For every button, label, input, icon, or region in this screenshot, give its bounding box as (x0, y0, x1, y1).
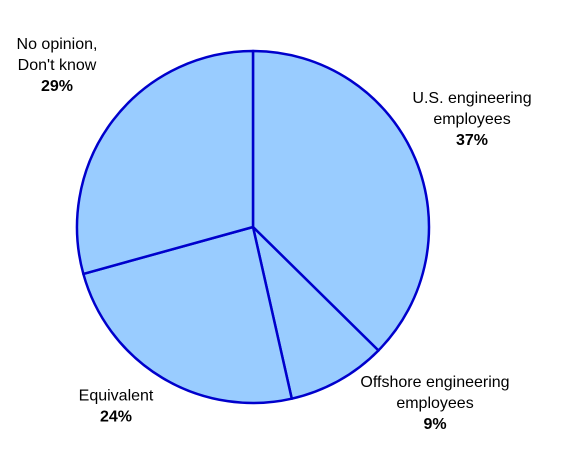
pie-slice-1 (251, 49, 431, 352)
slice-value-label-1: 37% (456, 132, 488, 149)
pie-slice-2 (251, 225, 380, 400)
pie-labels: U.S. engineering employees 37% Offshore eng… (17, 36, 532, 433)
slice-value-label-2: 9% (423, 416, 446, 433)
slice-label-3-line-1: Equivalent (79, 388, 154, 405)
pie-slice-4 (75, 49, 255, 276)
slice-label-2-line-1: Offshore engineering (360, 374, 509, 391)
slice-value-label-3: 24% (100, 409, 132, 426)
slice-label-4-line-2: Don't know (18, 57, 97, 74)
slice-label-2-line-2: employees (396, 395, 473, 412)
slice-label-1-line-2: employees (433, 111, 510, 128)
pie-slice-3 (82, 225, 294, 405)
pie-slices (75, 49, 431, 405)
slice-label-1-line-1: U.S. engineering (412, 90, 531, 107)
slice-label-4-line-1: No opinion, (17, 36, 98, 53)
slice-value-label-4: 29% (41, 78, 73, 95)
